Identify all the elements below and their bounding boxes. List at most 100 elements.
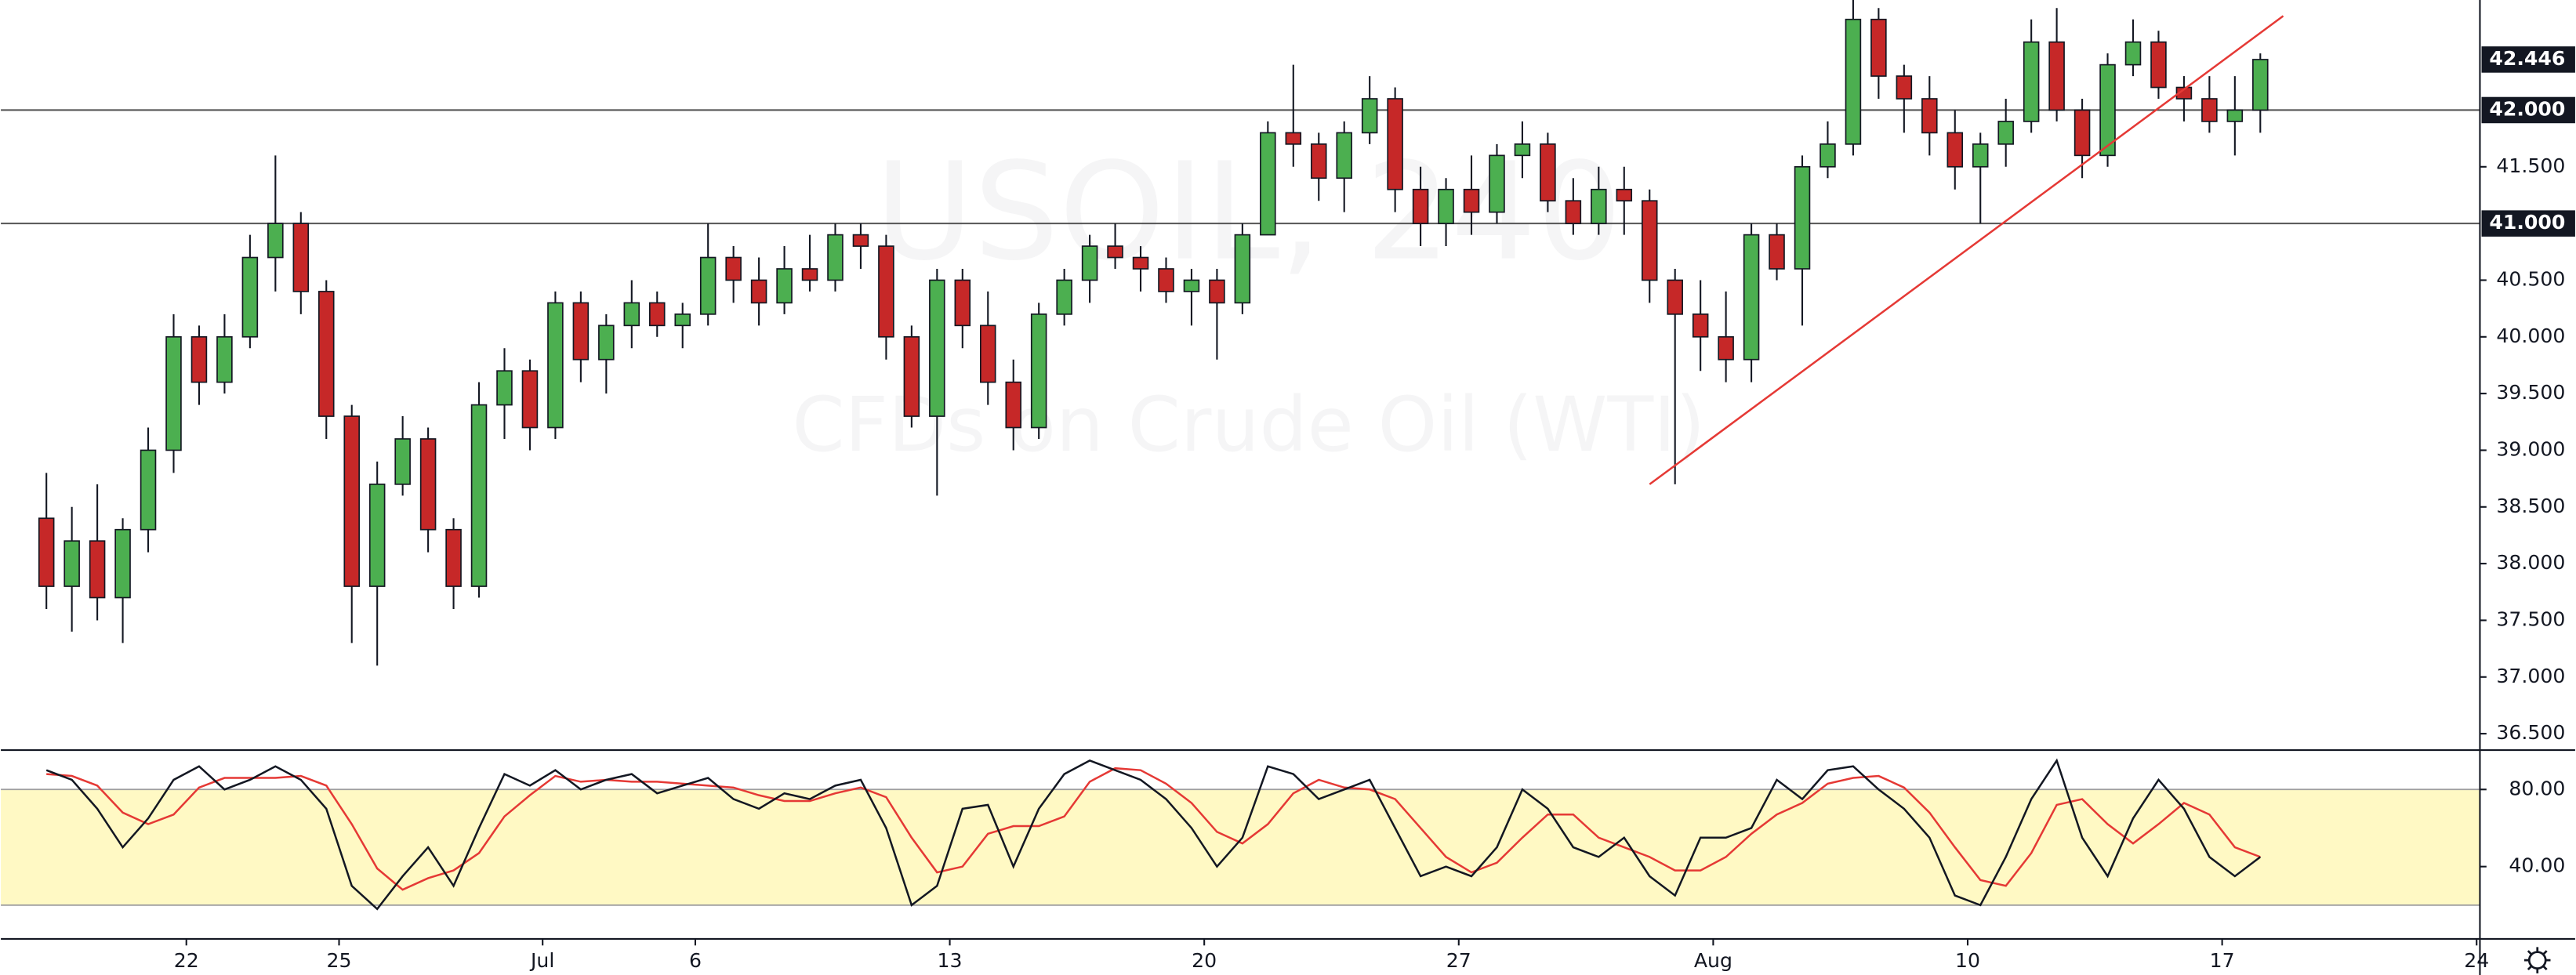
candle-body — [1794, 165, 1811, 270]
candle-body — [1769, 234, 1785, 270]
candle-body — [1514, 143, 1531, 157]
y-tick-label: 40.500 — [2496, 267, 2565, 290]
y-tick-label: 38.000 — [2496, 551, 2565, 574]
candle-body — [1107, 245, 1123, 259]
x-tick-label: 24 — [2464, 949, 2489, 972]
candle-body — [1870, 18, 1887, 77]
candle-body — [2124, 41, 2142, 66]
candle-body — [725, 256, 742, 281]
last-price-box — [2481, 46, 2575, 73]
candle-body — [598, 324, 615, 361]
candle-body — [114, 528, 131, 599]
candle-body — [2099, 63, 2116, 157]
x-tick-label: 6 — [689, 949, 702, 972]
candle-body — [470, 404, 488, 587]
candle-body — [63, 540, 80, 587]
candle-body — [1565, 200, 1582, 224]
candle-body — [1820, 143, 1836, 168]
candle-body — [1997, 121, 2014, 145]
indicator-tick-label: 40.00 — [2509, 854, 2565, 877]
x-tick-label: 20 — [1192, 949, 1217, 972]
last-price-label: 42.446 — [2489, 47, 2565, 70]
candle-body — [2150, 41, 2167, 89]
candle-body — [1158, 268, 1174, 292]
candle-body — [1489, 154, 1505, 213]
x-tick-label: 25 — [327, 949, 352, 972]
indicator-line — [45, 758, 2262, 911]
candle-body — [827, 234, 844, 281]
candle-body — [801, 268, 818, 281]
candle-body — [1056, 279, 1072, 315]
candle-body — [292, 223, 310, 292]
candle-body — [1616, 188, 1633, 202]
candle-body — [878, 245, 894, 338]
y-tick-label: 39.500 — [2496, 381, 2565, 404]
candle-body — [1132, 256, 1149, 270]
candle-body — [343, 415, 360, 587]
candle-body — [190, 335, 208, 383]
level-label: 41.000 — [2489, 211, 2565, 234]
plot-group — [38, 0, 2284, 666]
candle-body — [1030, 314, 1047, 429]
candle-body — [38, 517, 55, 587]
candle-body — [496, 370, 513, 406]
x-tick-label: Jul — [529, 949, 554, 972]
y-tick-label: 38.500 — [2496, 495, 2565, 517]
candle-body — [903, 335, 920, 417]
x-tick-label: 13 — [938, 949, 963, 972]
candle-body — [140, 449, 157, 531]
candle-body — [699, 256, 717, 315]
watermark-description: CFDs on Crude Oil (WTI) — [792, 381, 1705, 469]
y-tick-label: 41.500 — [2496, 154, 2565, 177]
settings-gear-teeth[interactable] — [2523, 947, 2551, 973]
candle-body — [216, 335, 233, 383]
indicator-tick-label: 80.00 — [2509, 777, 2565, 799]
x-tick-label: 10 — [1955, 949, 1980, 972]
candle-body — [1336, 132, 1352, 179]
candle-body — [1692, 314, 1709, 338]
candle-body — [1463, 188, 1480, 213]
candle-body — [1896, 75, 1913, 100]
x-tick-label: 17 — [2210, 949, 2235, 972]
candle-body — [1234, 234, 1251, 304]
candle-body — [241, 256, 259, 338]
level-label-box — [2481, 210, 2575, 237]
candle-body — [648, 302, 666, 327]
indicator-band-group — [1, 788, 2480, 906]
candle-body — [267, 223, 284, 259]
candle-body — [1438, 188, 1454, 224]
indicator-lines — [45, 758, 2262, 911]
candle-body — [1285, 132, 1302, 145]
candle-body — [1540, 143, 1556, 202]
candle-body — [572, 302, 590, 361]
candle-body — [979, 324, 996, 383]
price-axis-background — [2480, 0, 2575, 975]
candle-body — [1921, 98, 1938, 134]
candle-body — [2175, 86, 2193, 100]
candle-body — [929, 279, 945, 417]
candle-body — [2201, 98, 2218, 122]
grid-group — [1, 109, 2480, 225]
candle-body — [2226, 109, 2244, 122]
y-tick-label: 40.000 — [2496, 324, 2565, 347]
settings-icon[interactable] — [2523, 947, 2551, 973]
candle-body — [1209, 279, 1225, 304]
candle-body — [165, 335, 182, 451]
candle-body — [1667, 279, 1683, 315]
candle-body — [1743, 234, 1760, 361]
x-tick-label: 27 — [1446, 949, 1471, 972]
candle-body — [954, 279, 971, 327]
indicator-band — [1, 789, 2480, 905]
indicator-line — [46, 767, 2261, 891]
candle-body — [394, 438, 411, 485]
x-tick-label: Aug — [1694, 949, 1732, 972]
candle-body — [1641, 200, 1658, 281]
candle-body — [368, 484, 386, 587]
x-tick-label: 22 — [174, 949, 199, 972]
candle-body — [547, 302, 564, 429]
y-tick-label: 36.500 — [2496, 721, 2565, 744]
candle-body — [1005, 381, 1021, 429]
y-tick-label: 37.000 — [2496, 665, 2565, 687]
